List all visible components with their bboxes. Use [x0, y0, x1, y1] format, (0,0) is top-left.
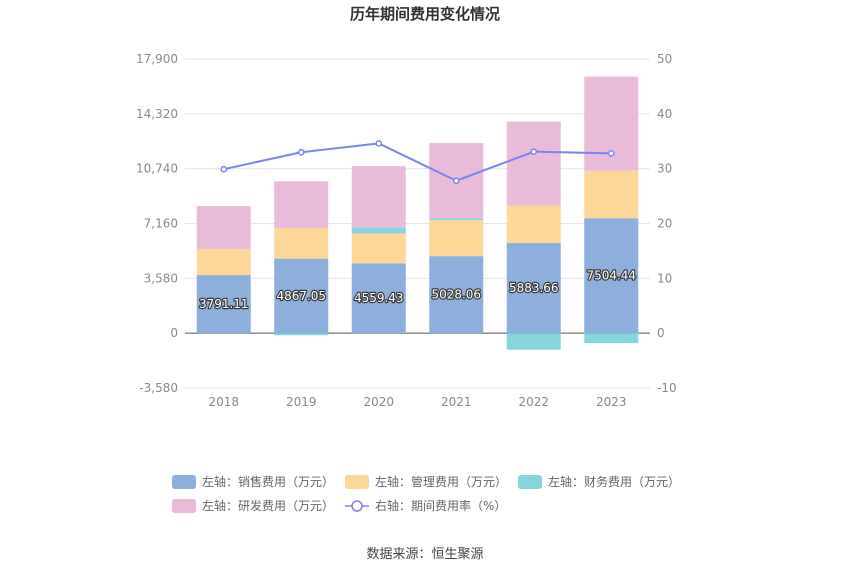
bar-value-label: 4559.43 [354, 291, 404, 305]
bar-segment [584, 218, 639, 334]
bar-segment [506, 333, 561, 350]
left-tick-label: 14,320 [136, 107, 178, 121]
bar-segment [274, 181, 329, 228]
bar-segment [274, 333, 329, 336]
rate-point [375, 140, 383, 147]
rate-point [530, 148, 538, 156]
legend-item: 右轴：期间费用率（%） [345, 498, 506, 513]
rate-point [297, 148, 305, 156]
right-tick-label: 40 [657, 107, 672, 121]
bar-segment [429, 220, 484, 257]
bar-segment [506, 205, 561, 244]
right-tick-label: 10 [657, 271, 672, 285]
x-tick-label: 2023 [596, 395, 627, 409]
legend-label: 右轴：期间费用率（%） [375, 498, 506, 513]
chart-title: 历年期间费用变化情况 [350, 5, 500, 23]
right-tick-label: 0 [657, 326, 665, 340]
bar-value-label: 5883.66 [509, 281, 559, 295]
bar-segment [351, 233, 406, 264]
left-tick-label: 7,160 [144, 217, 178, 231]
legend-item: 左轴：财务费用（万元） [518, 474, 680, 489]
bar-segment [584, 170, 639, 219]
rate-line [220, 140, 615, 185]
rate-point [452, 177, 460, 185]
left-tick-label: -3,580 [139, 381, 178, 395]
bar-segment [506, 243, 561, 334]
right-axis: -10 0 10 20 30 40 50 [657, 52, 677, 395]
bar-segment [584, 333, 639, 344]
legend-label: 左轴：研发费用（万元） [202, 498, 334, 513]
grid [185, 58, 650, 389]
bar-segment [274, 258, 329, 334]
bars [196, 76, 639, 350]
bar-value-label: 3791.11 [199, 297, 249, 311]
left-axis: -3,580 0 3,580 7,160 10,740 14,320 17,900 [136, 52, 178, 395]
bar-segment [196, 249, 251, 276]
bar-value-label: 5028.06 [431, 288, 481, 302]
bar-labels: 3791.11 4867.05 4559.43 5028.06 5883.66 7504.… [198, 267, 638, 312]
bar-segment [429, 256, 484, 334]
bar-segment [196, 275, 251, 334]
bar-segment [429, 218, 484, 221]
x-axis: 2018 2019 2020 2021 2022 2023 [208, 395, 626, 409]
legend-item: 左轴：销售费用（万元） [172, 474, 334, 489]
x-tick-label: 2019 [286, 395, 317, 409]
bar-segment [351, 166, 406, 228]
bar-segment [196, 206, 251, 250]
legend-label: 左轴：管理费用（万元） [375, 474, 507, 489]
legend-line-marker [351, 500, 363, 512]
bar-segment [506, 121, 561, 206]
left-tick-label: 10,740 [136, 162, 178, 176]
bar-segment [351, 227, 406, 234]
bar-segment [351, 263, 406, 334]
right-tick-label: 50 [657, 52, 672, 66]
legend-label: 左轴：财务费用（万元） [548, 474, 680, 489]
legend-swatch [172, 499, 196, 513]
right-tick-label: -10 [657, 381, 677, 395]
legend-item: 左轴：研发费用（万元） [172, 498, 334, 513]
rate-line-path [223, 142, 612, 182]
x-tick-label: 2022 [518, 395, 549, 409]
x-tick-label: 2021 [441, 395, 472, 409]
rate-point [607, 149, 615, 157]
left-tick-label: 3,580 [144, 271, 178, 285]
legend-swatch [345, 475, 369, 489]
x-tick-label: 2020 [363, 395, 394, 409]
bar-segment [274, 227, 329, 259]
legend: 左轴：销售费用（万元） 左轴：管理费用（万元） 左轴：财务费用（万元） 左轴：研发费用… [172, 474, 680, 513]
bar-value-label: 7504.44 [586, 269, 636, 283]
legend-swatch [172, 475, 196, 489]
data-source: 数据来源：恒生聚源 [366, 547, 483, 562]
x-tick-label: 2018 [208, 395, 239, 409]
legend-swatch [518, 475, 542, 489]
right-tick-label: 20 [657, 217, 672, 231]
legend-label: 左轴：销售费用（万元） [202, 474, 334, 489]
rate-point [220, 165, 228, 173]
bar-value-label: 4867.05 [276, 289, 326, 303]
legend-item: 左轴：管理费用（万元） [345, 474, 507, 489]
left-tick-label: 0 [170, 326, 178, 340]
left-tick-label: 17,900 [136, 52, 178, 66]
right-tick-label: 30 [657, 162, 672, 176]
